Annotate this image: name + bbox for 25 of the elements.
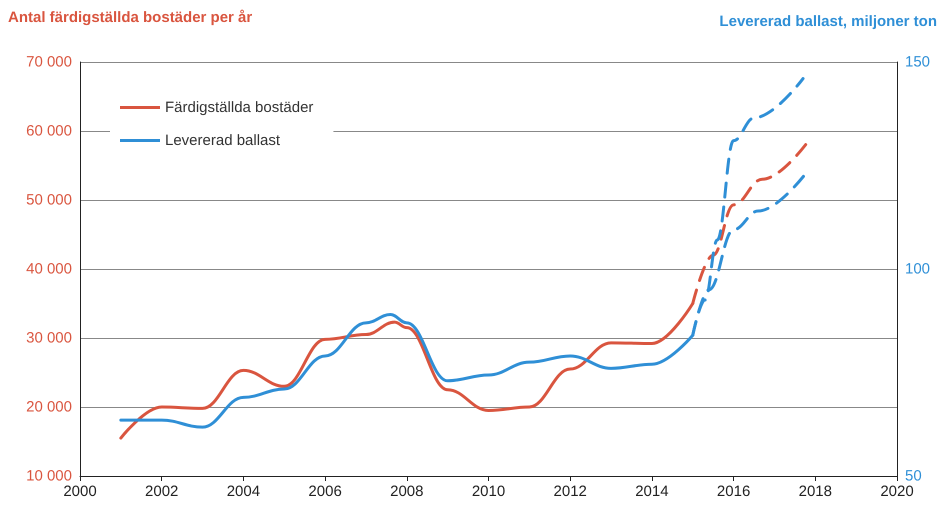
x-tick-label: 2002	[145, 483, 178, 500]
y2-tick-label: 100	[905, 260, 930, 278]
y2-tick-label: 150	[905, 54, 930, 70]
y-tick-label: 50 000	[26, 192, 72, 208]
y-tick-label: 30 000	[26, 330, 72, 346]
legend-label: Färdigställda bostäder	[165, 99, 314, 116]
x-tick-label: 2000	[63, 483, 97, 500]
y-tick-label: 20 000	[26, 398, 72, 416]
x-tick-label: 2014	[635, 483, 669, 500]
y-tick-label: 40 000	[26, 260, 72, 278]
y-tick-label: 70 000	[26, 54, 72, 70]
y-tick-label: 10 000	[26, 468, 72, 484]
y2-tick-label: 50	[905, 468, 922, 484]
y-tick-label: 60 000	[26, 122, 72, 140]
x-tick-label: 2006	[308, 483, 342, 500]
x-tick-label: 2020	[880, 483, 914, 500]
x-tick-label: 2012	[554, 483, 587, 500]
x-tick-label: 2004	[226, 483, 260, 500]
x-tick-label: 2008	[390, 483, 424, 500]
x-tick-label: 2010	[472, 483, 506, 500]
y-axis-title: Antal färdigställda bostäder per år	[8, 9, 252, 26]
legend-label: Levererad ballast	[165, 132, 281, 149]
x-tick-label: 2018	[798, 483, 832, 500]
y2-axis-title: Levererad ballast, miljoner ton	[719, 13, 938, 30]
x-tick-label: 2016	[716, 483, 750, 500]
